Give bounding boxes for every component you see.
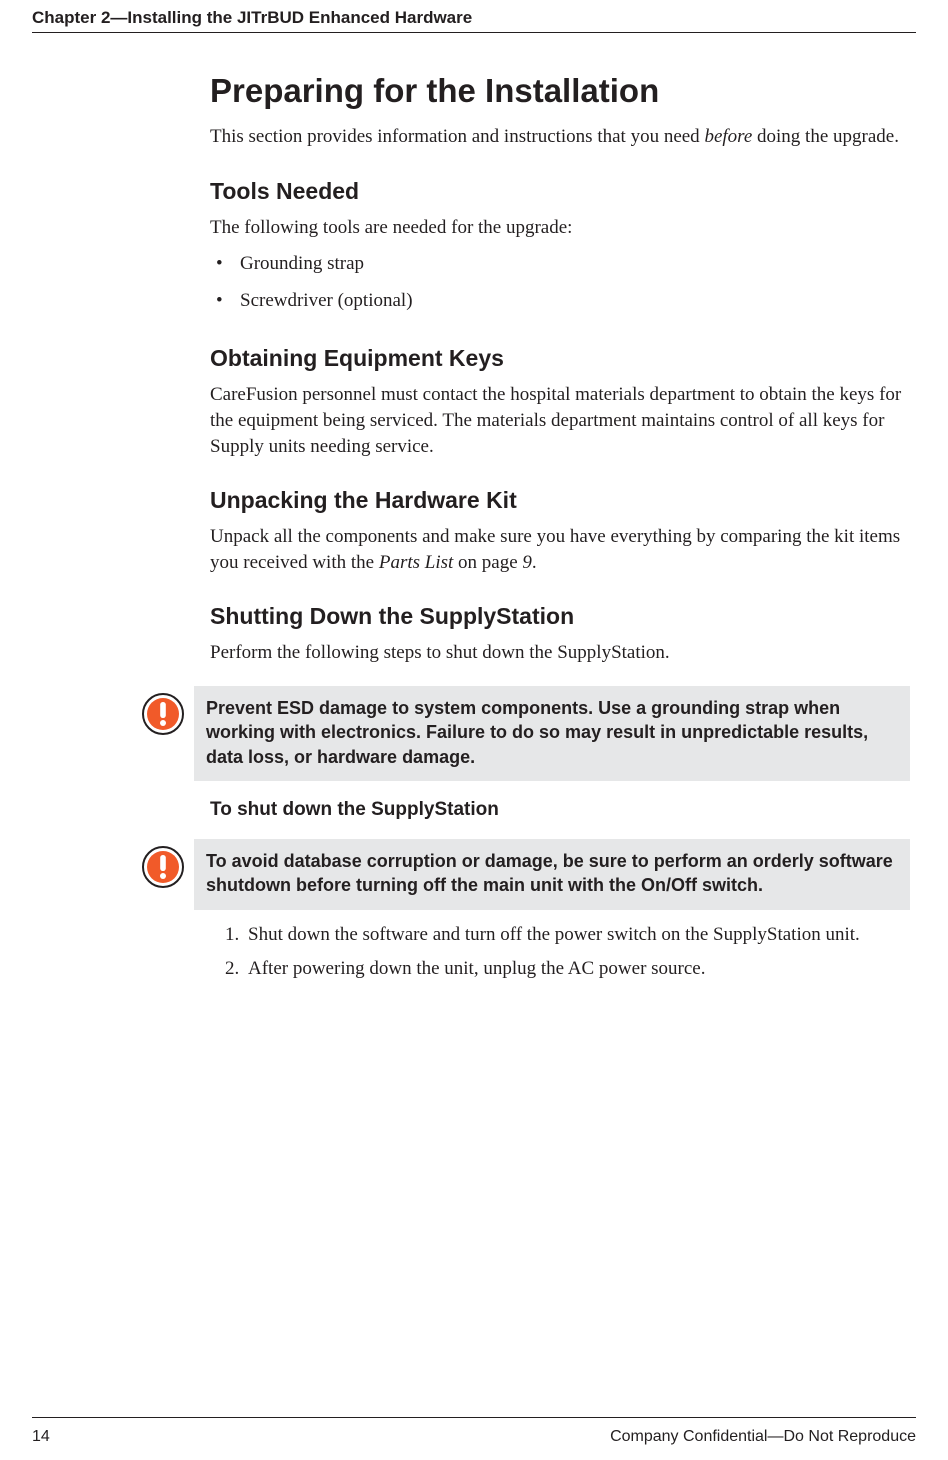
shutdown-steps: Shut down the software and turn off the … xyxy=(210,922,910,983)
list-item: Shut down the software and turn off the … xyxy=(244,922,910,949)
confidential-notice: Company Confidential—Do Not Reproduce xyxy=(610,1428,916,1446)
unpack-pre: Unpack all the components and make sure … xyxy=(210,526,900,573)
list-item: Grounding strap xyxy=(210,250,910,279)
running-header: Chapter 2—Installing the JITrBUD Enhance… xyxy=(32,8,916,28)
page-number: 14 xyxy=(32,1428,50,1446)
tools-list: Grounding strap Screwdriver (optional) xyxy=(210,250,910,315)
caution-icon xyxy=(132,692,194,736)
intro-paragraph: This section provides information and in… xyxy=(210,124,910,150)
top-rule xyxy=(32,32,916,33)
page-title: Preparing for the Installation xyxy=(210,72,910,110)
shutdown-subhead: To shut down the SupplyStation xyxy=(210,799,910,821)
intro-em: before xyxy=(704,126,752,147)
main-content: Preparing for the Installation This sect… xyxy=(210,72,910,991)
caution-callout-2: To avoid database corruption or damage, … xyxy=(132,839,910,910)
unpack-body: Unpack all the components and make sure … xyxy=(210,524,910,575)
unpack-heading: Unpacking the Hardware Kit xyxy=(210,487,910,514)
caution-text-1: Prevent ESD damage to system components.… xyxy=(194,686,910,781)
unpack-em: Parts List xyxy=(379,552,453,573)
footer: 14 Company Confidential—Do Not Reproduce xyxy=(32,1428,916,1446)
intro-post: doing the upgrade. xyxy=(752,126,899,147)
caution-callout-1: Prevent ESD damage to system components.… xyxy=(132,686,910,781)
list-item: After powering down the unit, unplug the… xyxy=(244,956,910,983)
list-item: Screwdriver (optional) xyxy=(210,287,910,316)
tools-lead: The following tools are needed for the u… xyxy=(210,215,910,241)
keys-heading: Obtaining Equipment Keys xyxy=(210,345,910,372)
unpack-tail: . xyxy=(532,552,537,573)
intro-pre: This section provides information and in… xyxy=(210,126,704,147)
caution-icon xyxy=(132,845,194,889)
shutdown-heading: Shutting Down the SupplyStation xyxy=(210,603,910,630)
bottom-rule xyxy=(32,1417,916,1418)
shutdown-lead: Perform the following steps to shut down… xyxy=(210,640,910,666)
unpack-post: on page xyxy=(453,552,522,573)
keys-body: CareFusion personnel must contact the ho… xyxy=(210,382,910,459)
tools-heading: Tools Needed xyxy=(210,178,910,205)
caution-text-2: To avoid database corruption or damage, … xyxy=(194,839,910,910)
unpack-em2: 9 xyxy=(522,552,532,573)
